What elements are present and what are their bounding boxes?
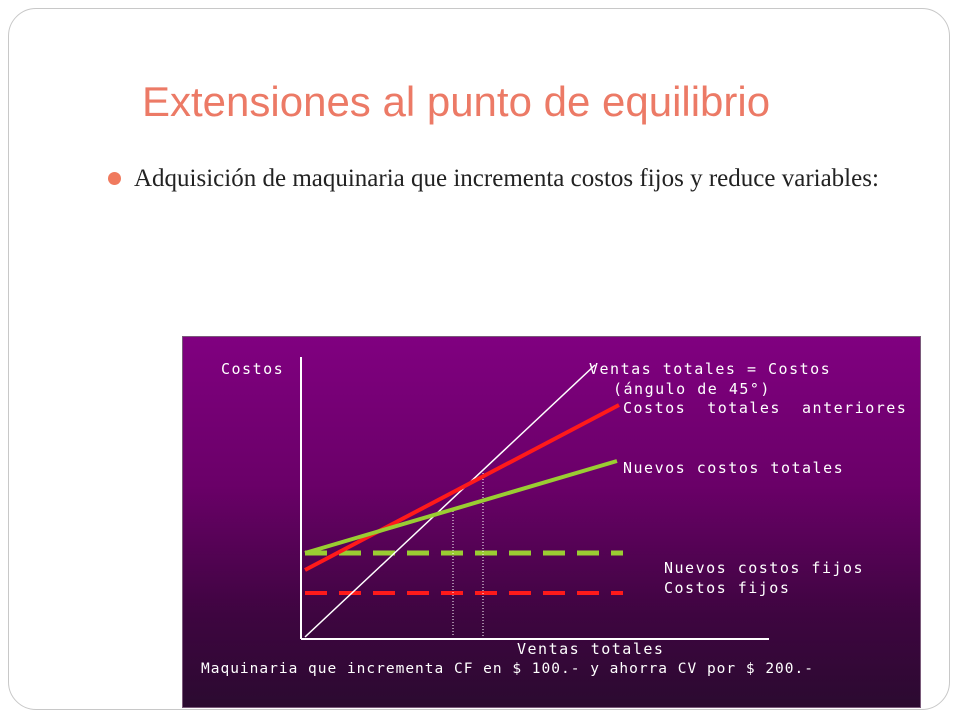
- old-total-costs-label: Costos totales anteriores: [623, 399, 907, 417]
- slide-title: Extensiones al punto de equilibrio: [142, 78, 771, 125]
- x-axis-label: Ventas totales: [517, 640, 664, 658]
- new-fixed-costs-label: Nuevos costos fijos: [664, 559, 864, 577]
- total-sales-line: [304, 364, 596, 638]
- sales-line-angle-label: (ángulo de 45°): [613, 380, 771, 398]
- y-axis-label: Costos: [221, 360, 284, 378]
- diagram-caption: Maquinaria que incrementa CF en $ 100.- …: [201, 661, 814, 677]
- fixed-costs-label: Costos fijos: [664, 579, 790, 597]
- sales-line-label: Ventas totales = Costos: [589, 360, 831, 378]
- break-even-diagram: Costos Ventas totales = Costos (ángulo d…: [182, 336, 921, 708]
- diagram-canvas: Costos Ventas totales = Costos (ángulo d…: [201, 357, 907, 677]
- bullet-icon: [108, 172, 121, 185]
- new-total-costs-label: Nuevos costos totales: [623, 459, 844, 477]
- bullet-text: Adquisición de maquinaria que incrementa…: [134, 165, 879, 192]
- new-total-costs-line: [304, 459, 618, 555]
- old-total-costs-line: [304, 403, 620, 572]
